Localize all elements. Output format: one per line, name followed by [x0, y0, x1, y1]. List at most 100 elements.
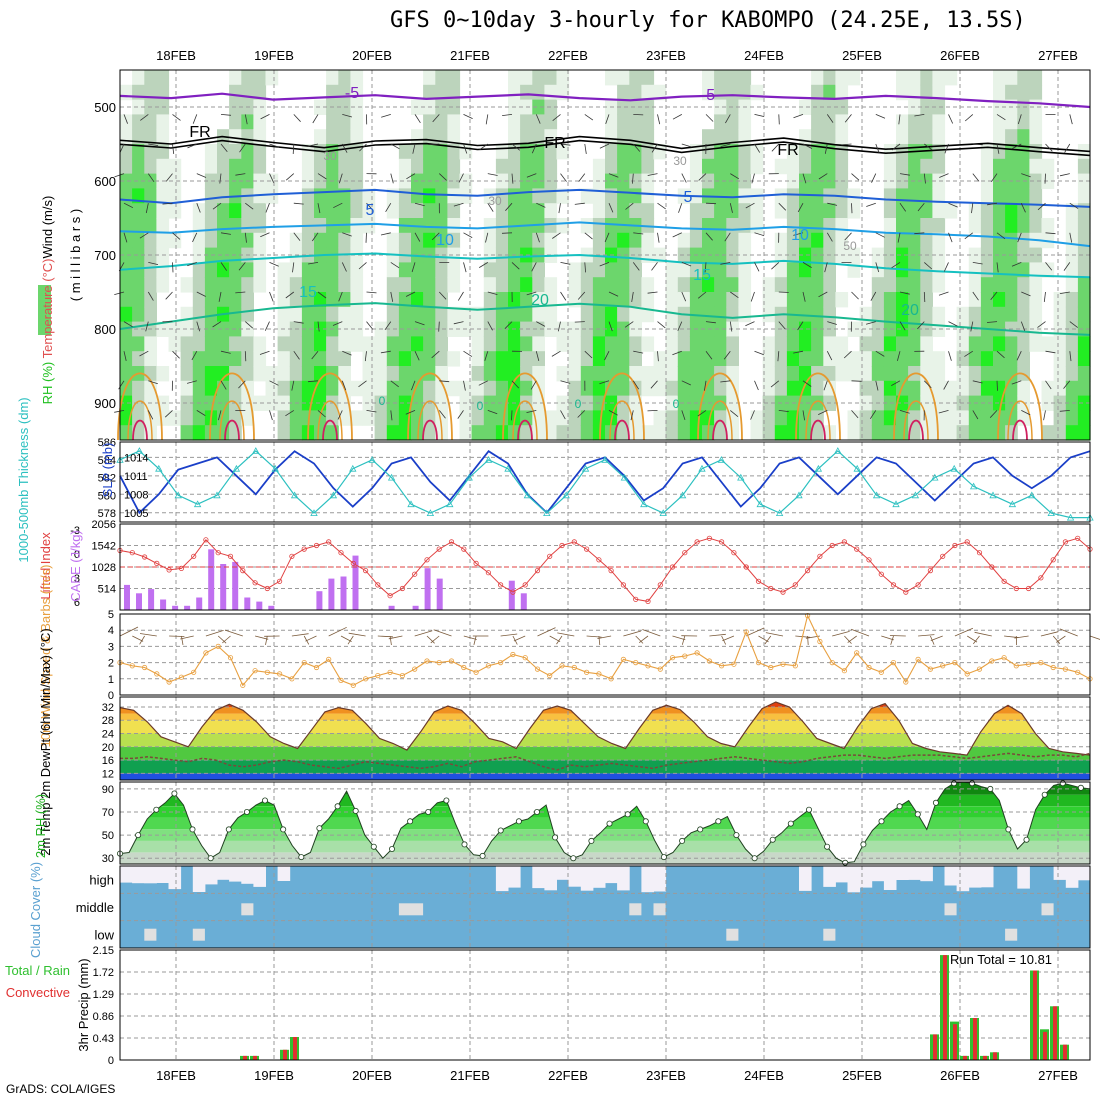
wind-barb [390, 262, 400, 269]
wind-barb [725, 114, 731, 124]
wind-barb [681, 291, 687, 302]
wind-barb [463, 262, 467, 273]
isotherm-fr-double [119, 139, 1091, 157]
rh-cell [192, 262, 206, 278]
thickness-marker [931, 473, 939, 481]
wind-barb [729, 203, 733, 213]
high-cloud-gap [156, 866, 169, 883]
rh-cell [386, 277, 400, 293]
rh-cell [253, 84, 267, 101]
rh-cell [580, 380, 594, 397]
rh-cell [241, 410, 254, 426]
rh-cell [532, 203, 545, 219]
wind-barb [220, 262, 228, 271]
wind-barb-10m [347, 635, 354, 645]
wind-barb [866, 202, 876, 207]
rh-cell [423, 425, 436, 441]
rh-cell [1005, 188, 1018, 204]
wind-barb [604, 351, 610, 361]
rh-cell [968, 277, 982, 293]
rh-cell [835, 366, 849, 382]
rh-cell [568, 277, 582, 293]
wind-barb [526, 291, 537, 296]
rh-cell [253, 144, 267, 160]
wind-barb [260, 114, 270, 120]
thickness-marker [989, 491, 997, 499]
rh-cell [532, 262, 545, 278]
wind-barb [898, 114, 901, 125]
rh-cell [217, 292, 230, 308]
wind-barb [574, 321, 585, 323]
cape-bar [148, 589, 155, 610]
rh2m-marker [715, 818, 722, 825]
low-cloud-gap [726, 928, 739, 941]
rh-cell [217, 218, 230, 234]
wind10m-marker [215, 643, 221, 650]
rh-cell [993, 99, 1006, 115]
rh-cell [1065, 232, 1079, 249]
wind-barb [844, 114, 852, 123]
rh2m-marker [642, 818, 649, 825]
rh-cell [217, 321, 230, 337]
rh-cell [896, 70, 909, 86]
wind-barb [574, 202, 585, 205]
wind-barb [479, 143, 489, 151]
wind-barb [938, 291, 949, 296]
wind-barb [841, 143, 852, 146]
isotherm-30 [127, 400, 153, 441]
rh-cell [326, 380, 339, 397]
rh-cell [762, 277, 776, 293]
wind-barb [1069, 321, 1078, 328]
rh-cell [1053, 336, 1067, 352]
rh-cell [993, 188, 1006, 204]
wind-barb [631, 291, 634, 302]
wind-barb [1045, 143, 1053, 152]
wind-barb [123, 202, 134, 209]
wind-barb [551, 350, 561, 357]
rh-cell [774, 380, 788, 397]
wind10m-marker [657, 666, 663, 672]
page-title: GFS 0~10day 3-hourly for KABOMPO (24.25E… [390, 8, 1026, 33]
thickness-marker [155, 464, 163, 472]
rh-cell [120, 306, 133, 323]
rh-cell [1077, 247, 1091, 263]
rh-cell [508, 277, 521, 293]
rh-cell [883, 218, 897, 234]
rh-cell [168, 173, 182, 189]
wind-barb [964, 350, 974, 357]
rh-cell [350, 410, 364, 426]
wind-barb [720, 143, 731, 147]
rh-cell [120, 321, 133, 337]
thickness-marker [523, 491, 532, 499]
rh-cell [702, 336, 715, 352]
rh-cell [350, 188, 364, 204]
li-marker [338, 550, 344, 556]
high-cloud-gap [132, 866, 145, 884]
rh-cell [253, 203, 267, 219]
rh-cell [423, 262, 436, 278]
wind-barb [293, 114, 301, 122]
wind-barb [292, 143, 295, 155]
rh-cell [774, 188, 788, 204]
rh-cell [132, 144, 145, 160]
rh-cell [495, 247, 509, 263]
wind-barb-10m [463, 635, 477, 640]
rh-cell [132, 70, 145, 86]
rh-cell [568, 366, 582, 382]
wind-barb [948, 321, 958, 327]
rh-cell [204, 380, 218, 397]
wind-barb [285, 291, 295, 299]
thickness-marker [174, 491, 182, 499]
precip-conv-bar [1043, 1031, 1047, 1060]
wind10m-marker [780, 661, 786, 667]
rh-cell [629, 99, 642, 115]
isotherm-30 [417, 400, 443, 441]
rh-cell [774, 292, 788, 308]
rh-cell [301, 188, 315, 204]
wind-barb [875, 350, 885, 357]
rh2m-tick-label: 70 [102, 807, 114, 819]
wind-barb-10m [139, 633, 157, 637]
wind-barb-10m [303, 635, 310, 645]
rh-cell [253, 262, 267, 278]
rh-cell [411, 366, 424, 382]
